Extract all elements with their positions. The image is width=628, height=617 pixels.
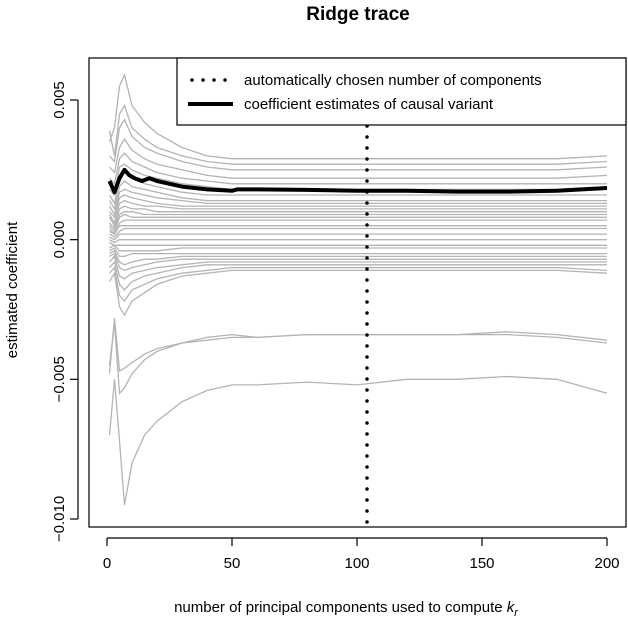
background-series-line: [109, 227, 607, 238]
legend: automatically chosen number of component…: [176, 57, 627, 126]
background-series-line: [109, 239, 607, 244]
x-tick-label: 0: [103, 555, 111, 572]
background-series-line: [109, 219, 607, 236]
legend-label: coefficient estimates of causal variant: [244, 96, 494, 113]
background-series-line: [108, 323, 608, 395]
background-series-line: [109, 266, 608, 303]
background-series-line: [108, 104, 608, 165]
x-axis: 0 50 100 150 200: [103, 537, 620, 572]
background-series-line: [109, 233, 607, 241]
background-series-line: [108, 205, 607, 228]
background-series-line: [108, 199, 607, 225]
causal-series-group: [107, 167, 608, 195]
background-series-line: [108, 180, 607, 211]
background-series-line: [109, 260, 607, 291]
background-series-line: [108, 269, 608, 317]
y-tick-label: −0.010: [51, 496, 68, 542]
background-series-line: [109, 255, 607, 280]
background-series-line: [109, 118, 608, 171]
background-series-line: [108, 72, 608, 160]
x-tick-label: 100: [344, 555, 369, 572]
background-series-line: [109, 213, 607, 233]
background-series-line: [109, 152, 607, 186]
background-series-line: [108, 188, 607, 217]
plot-frame: [88, 57, 627, 528]
legend-box: [176, 57, 627, 126]
x-tick-label: 50: [224, 555, 241, 572]
background-series-line: [109, 211, 607, 230]
background-series-line: [109, 225, 607, 235]
legend-label: automatically chosen number of component…: [244, 72, 542, 89]
background-series-line: [109, 137, 608, 179]
background-series-line: [109, 252, 607, 272]
x-axis-label-text: number of principal components used to c…: [174, 599, 507, 616]
background-series-line: [109, 241, 607, 246]
chart-title: Ridge trace: [306, 4, 409, 25]
y-tick-label: 0.005: [51, 81, 68, 119]
y-axis-label: estimated coefficient: [4, 221, 21, 358]
x-axis-label: number of principal components used to c…: [174, 599, 519, 617]
plot-area: [88, 57, 627, 529]
background-series-line: [109, 244, 607, 252]
y-tick-label: −0.005: [51, 356, 68, 402]
x-axis-label-subscript: r: [514, 607, 519, 617]
x-tick-label: 200: [594, 555, 619, 572]
background-series-line: [108, 375, 608, 506]
x-tick-label: 150: [469, 555, 494, 572]
background-series-group: [108, 72, 608, 506]
background-series-line: [109, 249, 607, 266]
x-axis-label-math: k: [507, 599, 516, 616]
y-tick-label: 0.000: [51, 221, 68, 259]
background-series-line: [108, 317, 608, 374]
causal-series-line: [107, 167, 608, 195]
background-series-line: [109, 247, 607, 258]
y-axis: −0.010 −0.005 0.000 0.005: [51, 81, 79, 542]
background-series-line: [109, 163, 608, 197]
background-series-line: [109, 194, 607, 219]
